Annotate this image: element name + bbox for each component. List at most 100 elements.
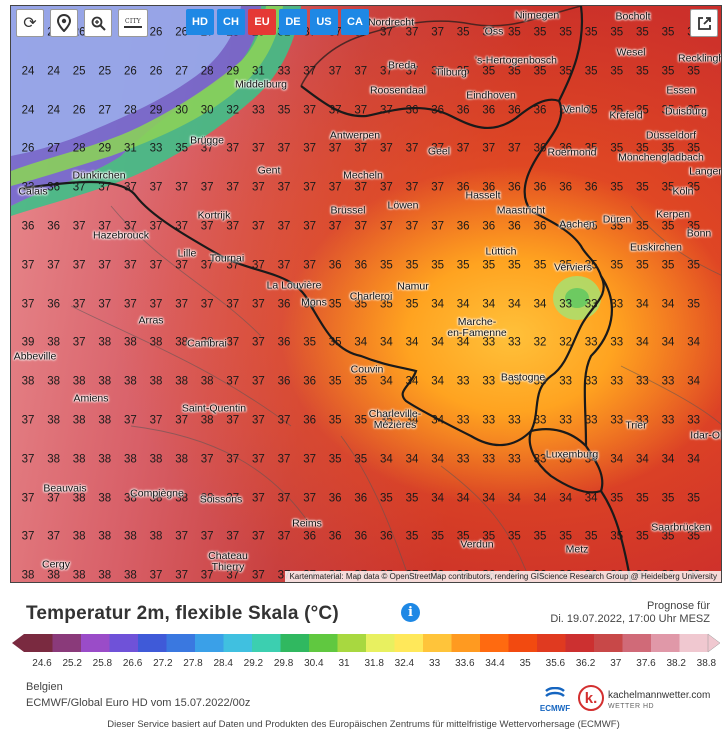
grid-value: 33 [507,375,521,388]
grid-value: 37 [277,530,291,543]
region-button-us[interactable]: US [310,9,338,35]
color-scale-tick: 37.6 [636,658,656,669]
color-scale-tick: 27.2 [153,658,173,669]
color-scale-tick: 33.6 [455,658,475,669]
grid-value: 37 [47,491,60,504]
grid-value: 37 [226,297,240,310]
grid-value: 35 [635,26,649,39]
grid-value: 37 [277,259,291,272]
city-label: Antwerpen [329,129,381,142]
grid-value: 35 [661,65,675,78]
region-button-ch[interactable]: CH [217,9,245,35]
color-scale-tick: 29.8 [273,658,294,669]
grid-value: 36 [533,220,547,233]
border-belgium [18,85,605,447]
location-button[interactable] [50,9,78,37]
grid-value: 36 [303,375,316,388]
zoom-icon [91,16,106,31]
grid-value: 36 [354,259,368,272]
grid-value: 35 [635,530,649,543]
grid-value: 33 [635,375,649,388]
grid-value: 34 [405,414,419,427]
grid-value: 37 [354,103,368,116]
model-run: ECMWF/Global Euro HD vom 15.07.2022/00z [26,697,251,709]
grid-value: 38 [47,414,60,427]
grid-value: 35 [610,26,624,39]
grid-value: 33 [559,297,572,310]
grid-value: 38 [175,453,188,466]
info-icon[interactable]: i [401,603,420,622]
city-label: Reims [292,517,322,530]
grid-value: 38 [47,453,60,466]
grid-value: 37 [277,569,291,582]
city-label: Verviers [554,261,592,274]
grid-value: 36 [559,103,572,116]
grid-value: 33 [584,336,598,349]
grid-value: 37 [226,569,240,582]
grid-value: 34 [635,453,649,466]
region-button-ca[interactable]: CA [341,9,369,35]
grid-value: 36 [533,181,547,194]
share-button[interactable] [690,9,718,37]
grid-value: 34 [379,453,393,466]
grid-value: 36 [21,220,35,233]
grid-value: 37 [21,491,35,504]
city-label: Nordrecht [367,16,415,29]
grid-value: 35 [559,530,572,543]
grid-value: 35 [379,297,393,310]
grid-value: 26 [149,26,163,39]
grid-value: 35 [379,414,393,427]
region-button-eu[interactable]: EU [248,9,276,35]
reload-button[interactable]: ⟳ [16,9,44,37]
region-button-hd[interactable]: HD [186,9,214,35]
zoom-button[interactable] [84,9,112,37]
grid-value: 37 [277,414,291,427]
grid-value: 33 [533,375,547,388]
grid-value: 38 [175,375,188,388]
grid-value: 37 [226,259,240,272]
grid-value: 37 [226,530,240,543]
city-label: Saarbrücken [651,521,711,534]
grid-value: 37 [328,220,342,233]
grid-value: 38 [123,530,137,543]
city-label: Krefeld [609,109,643,122]
region-button-de[interactable]: DE [279,9,307,35]
grid-value: 33 [21,181,35,194]
map-attribution[interactable]: Kartenmaterial: Map data © OpenStreetMap… [285,571,721,582]
city-label: Düsseldorf [645,129,697,142]
grid-value: 34 [431,375,444,388]
grid-value: 34 [405,453,419,466]
color-scale-tick: 31 [338,658,350,669]
grid-value: 34 [533,491,547,504]
grid-value: 37 [200,453,214,466]
grid-value: 37 [431,181,444,194]
grid-value: 36 [354,491,368,504]
grid-value: 38 [98,453,112,466]
weather-map[interactable]: 24 26 26 26 26 26 26 27 28 29 31 37 37 37 37 37 37 35 35 35… [10,5,722,583]
grid-value: 35 [354,414,368,427]
grid-value: 37 [354,142,368,155]
grid-value: 37 [123,414,137,427]
grid-value: 37 [175,297,188,310]
color-scale-swatch [537,634,566,652]
color-scale-tick: 35.6 [545,658,566,669]
grid-value: 37 [149,220,163,233]
grid-value: 35 [354,375,368,388]
city-label: Chateau Thierry [208,549,248,573]
grid-value: 37 [98,181,112,194]
grid-value: 35 [533,530,547,543]
color-scale-tick: 30.4 [304,658,324,669]
brand-name[interactable]: kachelmannwetter.com [608,690,711,701]
city-toggle-button[interactable]: CITY [118,9,148,37]
grid-value: 26 [72,26,86,39]
grid-value: 35 [610,530,624,543]
grid-value: 26 [72,103,86,116]
grid-value: 37 [405,220,419,233]
city-label: Verdun [460,538,494,551]
grid-value: 34 [431,453,444,466]
grid-value: 35 [584,259,598,272]
grid-value: 36 [328,259,342,272]
grid-value: 37 [175,181,188,194]
grid-value: 34 [635,336,649,349]
grid-value: 37 [251,259,265,272]
